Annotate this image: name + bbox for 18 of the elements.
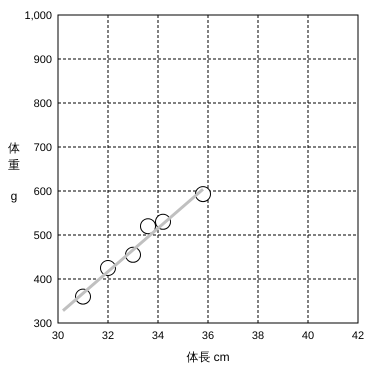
y-tick-label: 700 — [34, 142, 52, 154]
y-tick-label: 900 — [34, 54, 52, 66]
y-tick-label: 600 — [34, 186, 52, 198]
x-tick-label: 40 — [302, 330, 314, 342]
x-tick-label: 30 — [52, 330, 64, 342]
x-tick-label: 38 — [252, 330, 264, 342]
x-axis-title: 体長 cm — [186, 350, 230, 364]
y-tick-label: 300 — [34, 318, 52, 330]
point — [140, 218, 156, 234]
x-tick-label: 36 — [202, 330, 214, 342]
text: 体重 g — [8, 141, 20, 203]
y-tick-label: 400 — [34, 274, 52, 286]
y-tick-label: 500 — [34, 230, 52, 242]
x-tick-label: 34 — [152, 330, 164, 342]
y-tick-label: 800 — [34, 98, 52, 110]
x-tick-label: 32 — [102, 330, 114, 342]
x-tick-label: 42 — [352, 330, 364, 342]
y-tick-label: 1,000 — [24, 10, 52, 22]
